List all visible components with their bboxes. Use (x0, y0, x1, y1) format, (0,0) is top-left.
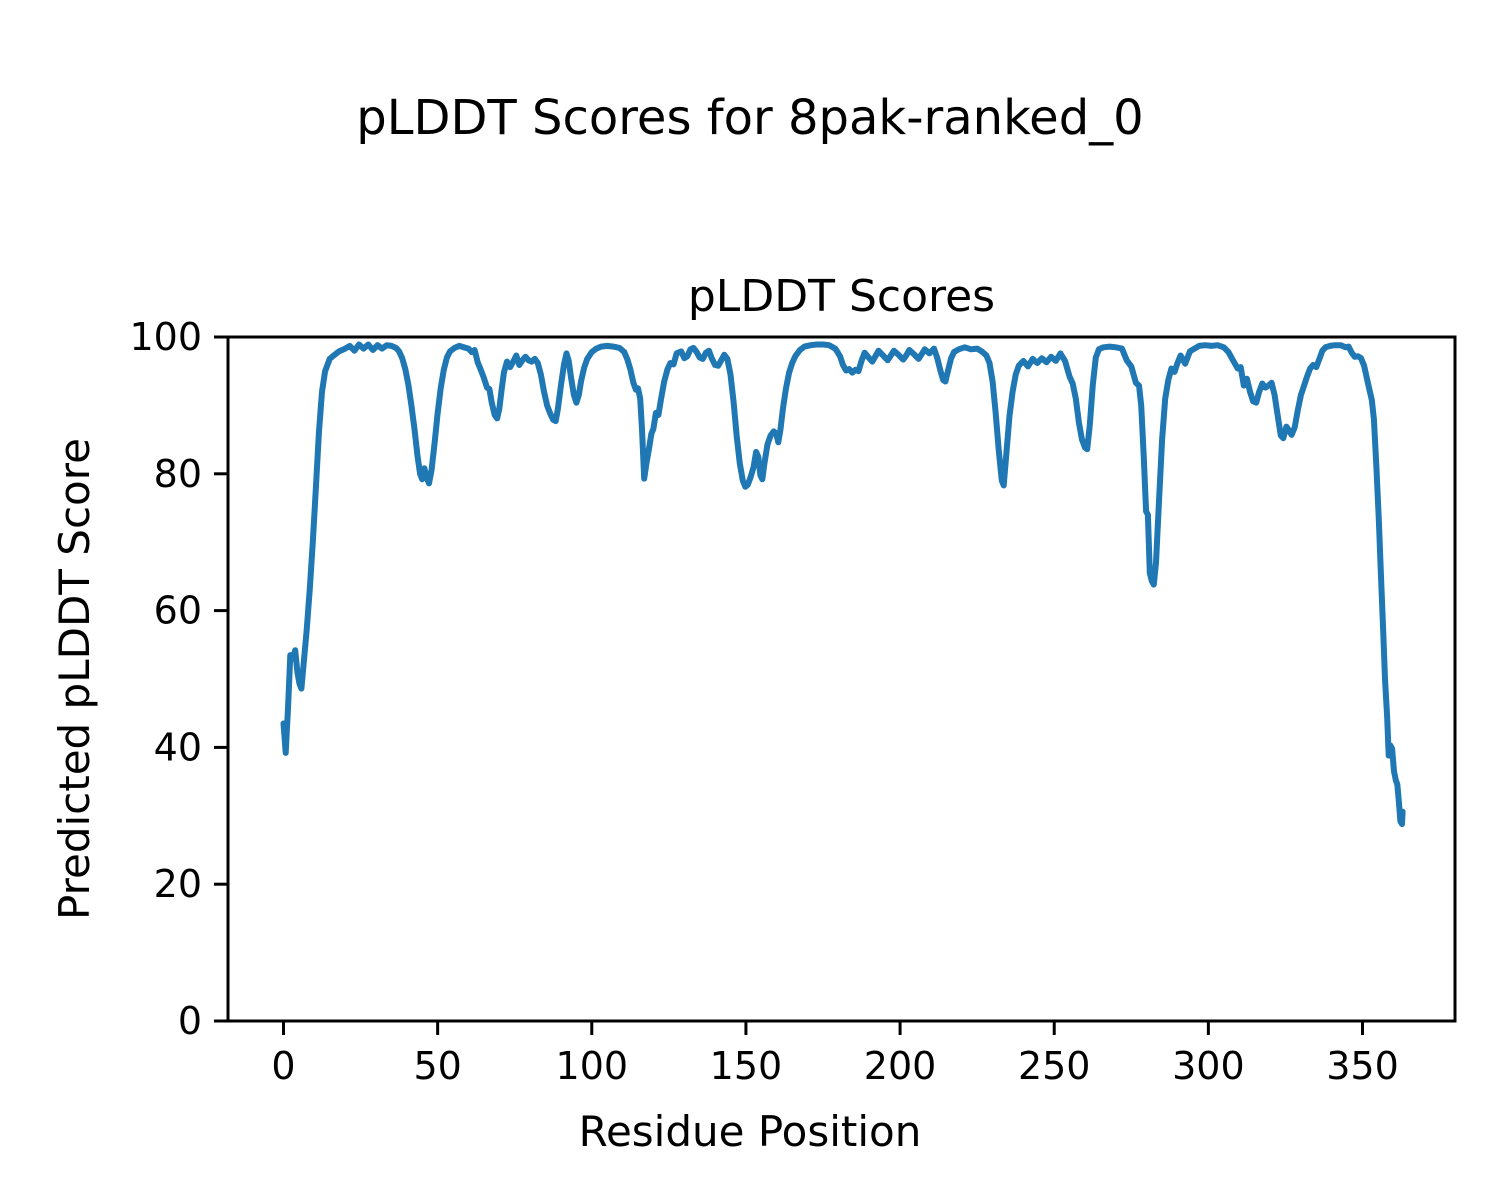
y-tick-label: 80 (154, 452, 202, 496)
y-tick-label: 0 (178, 999, 202, 1043)
x-tick-label: 350 (1326, 1044, 1399, 1088)
x-tick-label: 50 (413, 1044, 461, 1088)
x-tick-label: 0 (271, 1044, 295, 1088)
x-tick-label: 300 (1172, 1044, 1245, 1088)
x-axis-label: Residue Position (578, 1107, 922, 1156)
x-tick-label: 100 (556, 1044, 629, 1088)
y-tick-label: 60 (154, 589, 202, 633)
axes-title: pLDDT Scores (687, 271, 996, 322)
plddt-line (280, 341, 1406, 827)
x-tick-label: 250 (1018, 1044, 1091, 1088)
y-tick-label: 20 (154, 862, 202, 906)
y-axis-label-text: Predicted pLDDT Score (50, 438, 99, 920)
x-tick-label: 200 (864, 1044, 937, 1088)
x-tick-label: 150 (710, 1044, 783, 1088)
y-tick-label: 100 (129, 315, 202, 359)
axes-frame (226, 335, 1457, 1023)
figure-suptitle: pLDDT Scores for 8pak-ranked_0 (356, 90, 1144, 146)
y-tick-label: 40 (154, 725, 202, 769)
